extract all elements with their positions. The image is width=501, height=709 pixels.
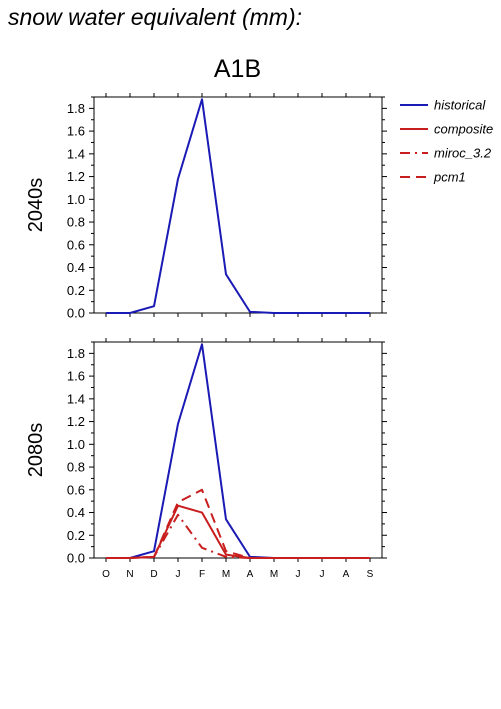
y-tick-label: 0.4 <box>67 260 85 275</box>
y-tick-label: 1.2 <box>67 414 85 429</box>
series-line-composite <box>106 504 370 559</box>
legend-label-composite: composite <box>434 122 493 137</box>
y-tick-label: 1.6 <box>67 369 85 384</box>
x-tick-label: J <box>176 569 181 580</box>
y-tick-label: 1.0 <box>67 192 85 207</box>
legend: historical composite miroc_3.2 pcm1 <box>400 98 493 185</box>
y-tick-label: 1.8 <box>67 101 85 116</box>
plot-frame <box>93 96 383 314</box>
panel-2080s: 0.0 0.2 0.4 0.6 0.8 1.0 1.2 1.4 1.6 1.8 O N D J F M A M J J… <box>25 338 387 580</box>
y-tick-label: 1.4 <box>67 391 85 406</box>
legend-label-pcm1: pcm1 <box>433 170 466 185</box>
y-tick-label: 0.4 <box>67 505 85 520</box>
y-tick-label: 0.6 <box>67 482 85 497</box>
series-line-historical <box>106 98 370 314</box>
x-tick-label: S <box>367 569 374 580</box>
series-line-miroc_3.2 <box>106 513 370 559</box>
y-tick-label: 0.6 <box>67 237 85 252</box>
y-tick-label: 1.4 <box>67 146 85 161</box>
panel-2040s: 0.0 0.2 0.4 0.6 0.8 1.0 1.2 1.4 1.6 1.8 2040s <box>25 93 387 321</box>
y-tick-label: 1.2 <box>67 169 85 184</box>
x-tick-label: F <box>199 569 205 580</box>
y-tick-label: 1.0 <box>67 437 85 452</box>
chart-title: snow water equivalent (mm): <box>8 4 302 30</box>
legend-label-miroc_3.2: miroc_3.2 <box>434 146 492 161</box>
y-tick-label: 0.8 <box>67 215 85 230</box>
y-tick-label: 1.8 <box>67 346 85 361</box>
x-tick-label: O <box>102 569 110 580</box>
y-tick-label: 0.8 <box>67 460 85 475</box>
x-tick-label: M <box>222 569 230 580</box>
plot-frame <box>93 341 383 559</box>
x-tick-label: M <box>270 569 278 580</box>
series-line-pcm1 <box>106 488 370 559</box>
x-tick-label: D <box>150 569 157 580</box>
series-line-historical <box>106 343 370 559</box>
x-tick-label: A <box>343 569 350 580</box>
legend-label-historical: historical <box>434 98 486 113</box>
row-label-2080s: 2080s <box>25 423 47 478</box>
x-tick-label: J <box>320 569 325 580</box>
x-tick-label: N <box>126 569 133 580</box>
y-tick-label: 1.6 <box>67 124 85 139</box>
row-label-2040s: 2040s <box>25 178 47 233</box>
y-tick-label: 0.0 <box>67 551 85 566</box>
scenario-label: A1B <box>213 55 262 83</box>
y-tick-label: 0.0 <box>67 306 85 321</box>
x-tick-label: J <box>296 569 301 580</box>
y-tick-label: 0.2 <box>67 528 85 543</box>
x-tick-label: A <box>247 569 254 580</box>
y-tick-label: 0.2 <box>67 283 85 298</box>
